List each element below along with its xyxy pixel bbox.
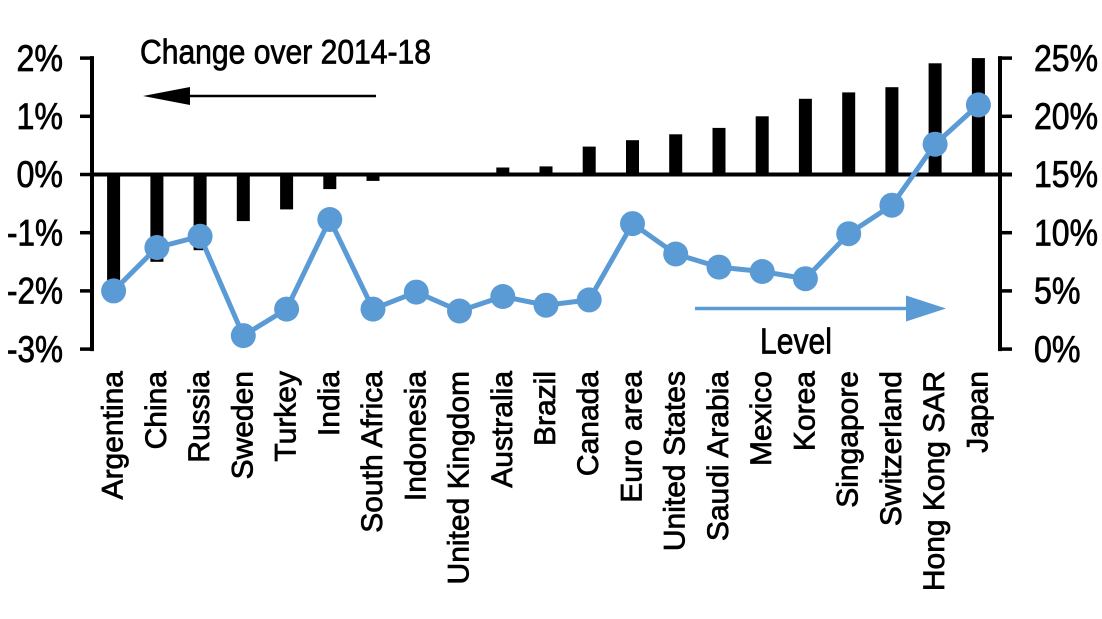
svg-text:South Africa: South Africa	[356, 371, 389, 533]
svg-text:Singapore: Singapore	[832, 371, 865, 508]
svg-text:China: China	[140, 371, 173, 450]
svg-text:United States: United States	[659, 371, 692, 551]
svg-text:2%: 2%	[17, 38, 64, 79]
svg-text:Hong Kong SAR: Hong Kong SAR	[918, 371, 951, 591]
svg-text:Saudi Arabia: Saudi Arabia	[702, 371, 735, 541]
svg-text:Switzerland: Switzerland	[875, 371, 908, 526]
svg-text:-2%: -2%	[7, 271, 63, 312]
svg-text:India: India	[313, 371, 346, 436]
svg-text:Russia: Russia	[183, 371, 216, 463]
svg-text:Turkey: Turkey	[270, 371, 303, 462]
svg-text:Euro area: Euro area	[616, 371, 649, 503]
svg-text:Korea: Korea	[788, 371, 821, 451]
svg-text:0%: 0%	[17, 154, 64, 195]
svg-text:1%: 1%	[17, 96, 64, 137]
svg-text:Australia: Australia	[486, 371, 519, 488]
svg-text:Indonesia: Indonesia	[399, 371, 432, 501]
svg-text:25%: 25%	[1034, 38, 1098, 79]
svg-text:Change over 2014-18: Change over 2014-18	[140, 34, 431, 72]
svg-text:-3%: -3%	[7, 329, 63, 370]
svg-text:Sweden: Sweden	[226, 371, 259, 479]
svg-text:Mexico: Mexico	[745, 371, 778, 466]
svg-text:Brazil: Brazil	[529, 371, 562, 446]
svg-text:Japan: Japan	[961, 371, 994, 453]
svg-text:Level: Level	[760, 321, 832, 362]
svg-text:United Kingdom: United Kingdom	[443, 371, 476, 584]
svg-text:0%: 0%	[1034, 329, 1081, 370]
svg-text:Argentina: Argentina	[97, 371, 130, 500]
svg-text:Canada: Canada	[572, 371, 605, 476]
svg-text:15%: 15%	[1034, 154, 1098, 195]
svg-text:-1%: -1%	[7, 212, 63, 253]
svg-text:10%: 10%	[1034, 212, 1098, 253]
svg-text:20%: 20%	[1034, 96, 1098, 137]
svg-text:5%: 5%	[1034, 271, 1081, 312]
